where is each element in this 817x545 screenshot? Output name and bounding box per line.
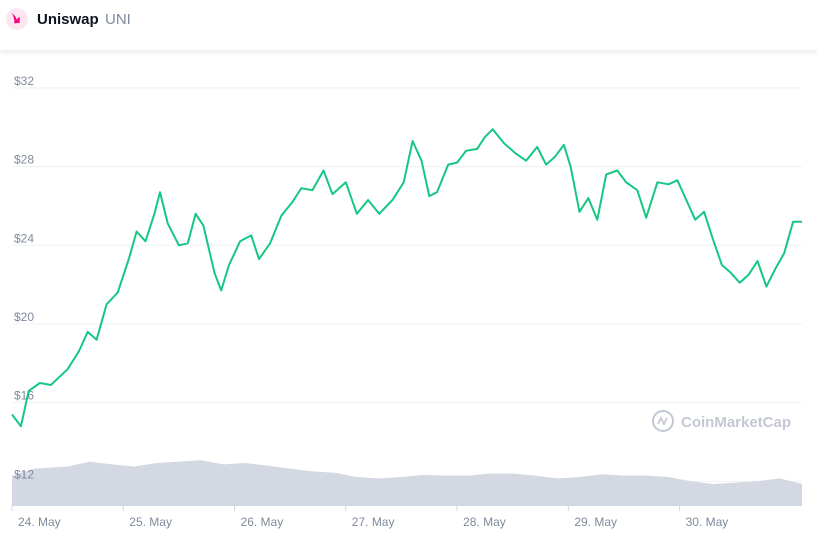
x-tick-label: 27. May <box>352 515 395 529</box>
watermark-text: CoinMarketCap <box>681 414 791 431</box>
coinmarketcap-logo-icon <box>652 410 674 432</box>
y-tick-label: $28 <box>14 153 34 167</box>
y-tick-label: $12 <box>14 467 34 481</box>
coin-symbol: UNI <box>105 11 131 28</box>
x-tick-label: 30. May <box>686 515 729 529</box>
x-tick-label: 24. May <box>18 515 61 529</box>
x-axis: 24. May 25. May 26. May 27. May 28. May 29. M… <box>11 505 802 529</box>
y-tick-label: $24 <box>14 231 34 245</box>
coin-name: Uniswap <box>37 11 99 28</box>
price-line <box>11 128 802 428</box>
x-tick-label: 29. May <box>574 515 617 529</box>
x-tick-label: 25. May <box>129 515 172 529</box>
coinmarketcap-logo-mark <box>657 415 668 427</box>
uniswap-logo-icon <box>6 8 28 30</box>
volume-area <box>12 460 802 505</box>
watermark: CoinMarketCap <box>652 410 791 432</box>
x-tick-label: 28. May <box>463 515 506 529</box>
header: Uniswap UNI <box>0 0 817 51</box>
y-tick-label: $16 <box>14 389 34 403</box>
y-tick-label: $20 <box>14 310 34 324</box>
x-tick-label: 26. May <box>241 515 284 529</box>
y-tick-label: $32 <box>14 74 34 88</box>
